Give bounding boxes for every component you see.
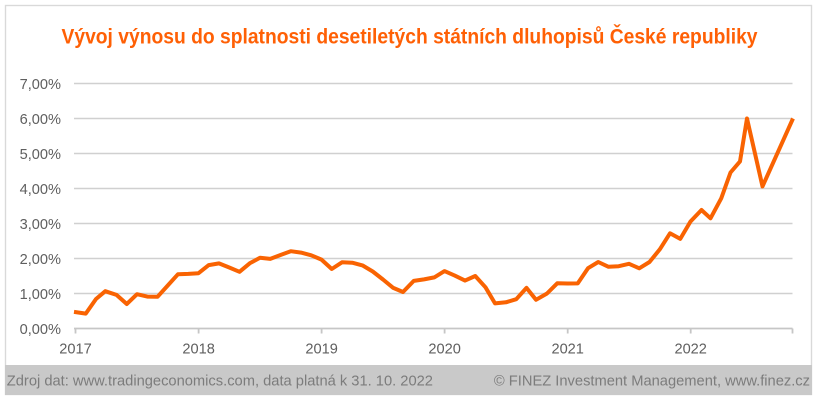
svg-text:7,00%: 7,00% <box>20 77 61 93</box>
svg-text:0,00%: 0,00% <box>20 322 61 338</box>
svg-text:2017: 2017 <box>59 342 91 358</box>
svg-text:2020: 2020 <box>428 342 460 358</box>
svg-text:2018: 2018 <box>182 342 214 358</box>
svg-text:2021: 2021 <box>551 342 583 358</box>
svg-text:© FINEZ Investment Management,: © FINEZ Investment Management, www.finez… <box>494 373 810 389</box>
svg-text:5,00%: 5,00% <box>20 147 61 163</box>
svg-text:3,00%: 3,00% <box>20 217 61 233</box>
svg-text:Vývoj výnosu do splatnosti des: Vývoj výnosu do splatnosti desetiletých … <box>62 25 758 49</box>
svg-text:1,00%: 1,00% <box>20 287 61 303</box>
svg-text:6,00%: 6,00% <box>20 112 61 128</box>
svg-text:2022: 2022 <box>674 342 706 358</box>
svg-text:4,00%: 4,00% <box>20 182 61 198</box>
svg-text:Zdroj dat: www.tradingeconomic: Zdroj dat: www.tradingeconomics.com, dat… <box>7 373 433 389</box>
svg-text:2019: 2019 <box>305 342 337 358</box>
svg-text:2,00%: 2,00% <box>20 252 61 268</box>
